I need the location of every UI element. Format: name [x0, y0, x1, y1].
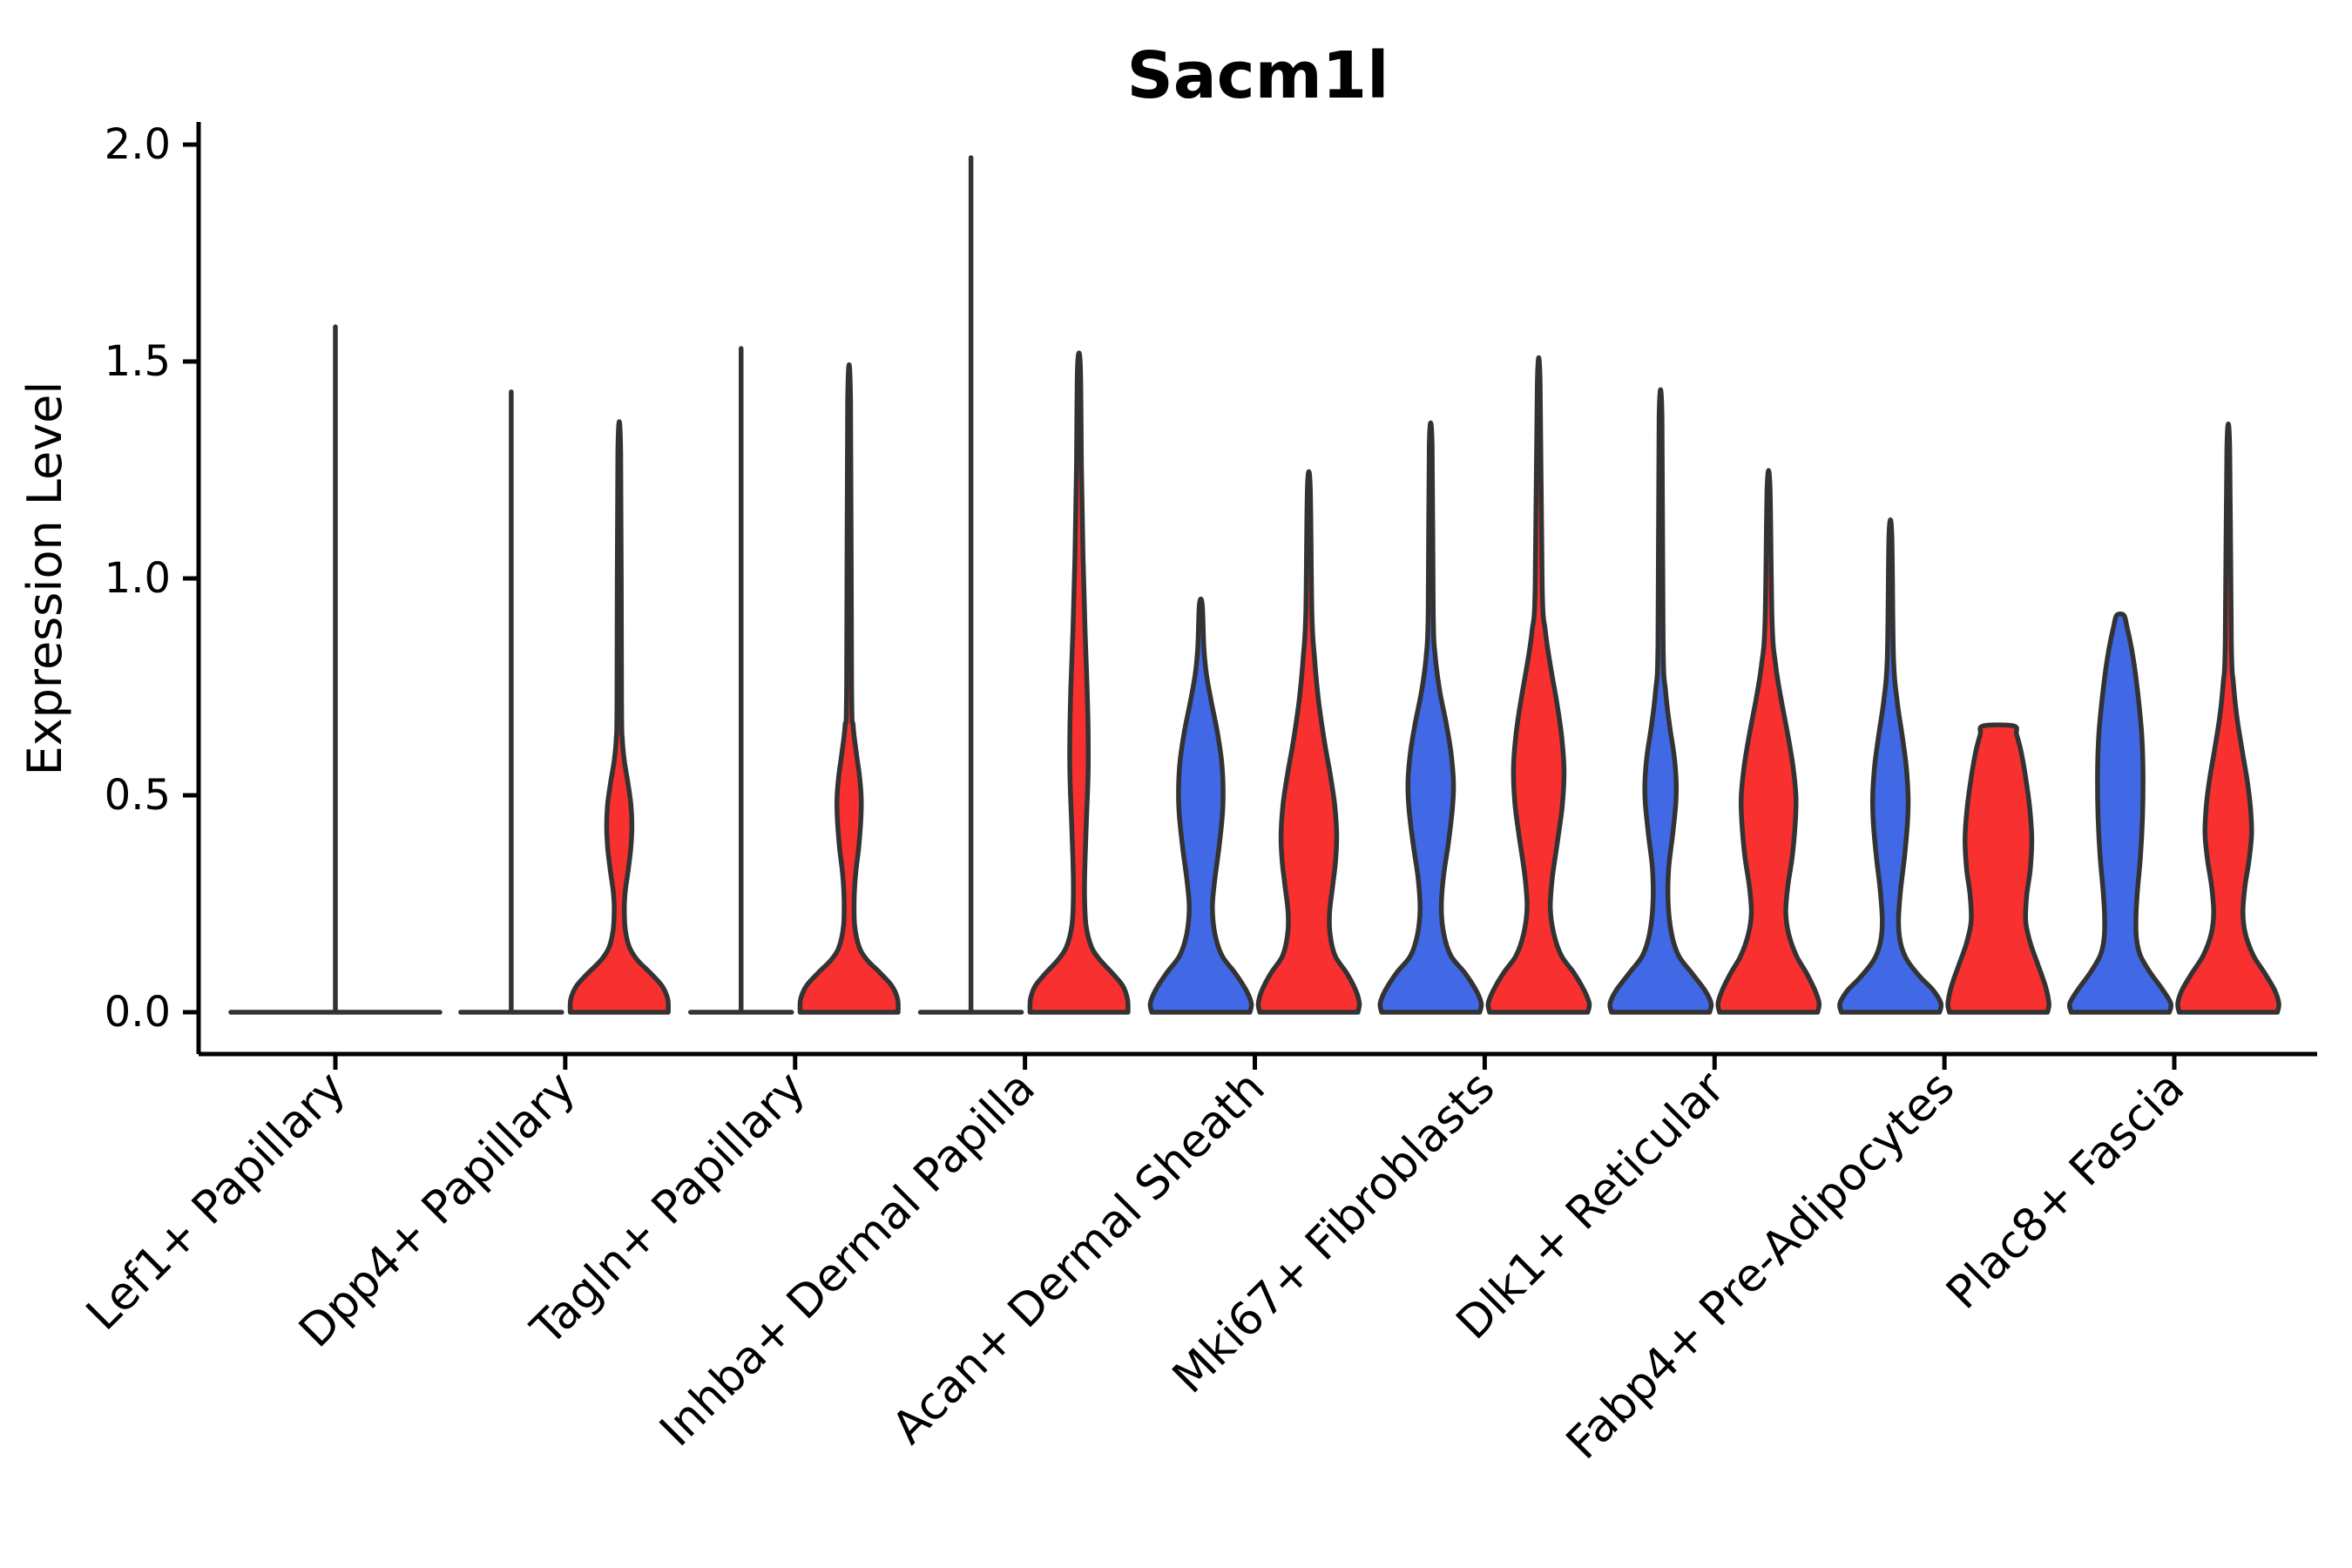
- violin-7-red: [1715, 468, 1822, 1015]
- x-tick-label: Fabp4+ Pre-Adipocytes: [1557, 1062, 1964, 1470]
- violin-2-blue-flat: [458, 389, 564, 1015]
- violin-9-red: [2175, 422, 2281, 1015]
- violin-8-blue: [1837, 517, 1944, 1015]
- violin-layer: [228, 155, 2281, 1015]
- y-tick-label: 1.5: [105, 337, 171, 386]
- x-tick-label: Acan+ Dermal Sheath: [882, 1062, 1275, 1455]
- y-tick-label: 0.5: [105, 771, 171, 820]
- axes-layer: [183, 122, 2317, 1070]
- y-tick-label: 1.0: [105, 554, 171, 603]
- violin-8-red: [1945, 722, 2051, 1015]
- chart-title: Sacm1l: [1126, 38, 1389, 113]
- violin-3-red: [797, 362, 901, 1015]
- violin-6-red: [1485, 355, 1592, 1015]
- violin-4-red: [1027, 350, 1131, 1015]
- violin-7-blue: [1607, 387, 1714, 1015]
- x-tick-label: Inhba+ Dermal Papilla: [650, 1062, 1044, 1456]
- violin-1-none-flat: [228, 324, 443, 1015]
- violin-9-blue: [2066, 612, 2174, 1015]
- violin-3-blue-flat: [688, 346, 794, 1015]
- label-layer: Sacm1l Expression Level 0.00.51.01.52.0L…: [17, 38, 2194, 1470]
- violin-4-blue-flat: [917, 155, 1024, 1015]
- y-tick-label: 0.0: [105, 988, 171, 1037]
- violin-5-red: [1255, 469, 1362, 1015]
- violin-2-red: [567, 419, 671, 1015]
- violin-6-blue: [1377, 420, 1484, 1015]
- y-axis-label: Expression Level: [17, 382, 72, 776]
- x-tick-label: Plac8+ Fascia: [1936, 1062, 2194, 1320]
- violin-5-blue: [1147, 596, 1254, 1015]
- y-tick-label: 2.0: [105, 120, 171, 169]
